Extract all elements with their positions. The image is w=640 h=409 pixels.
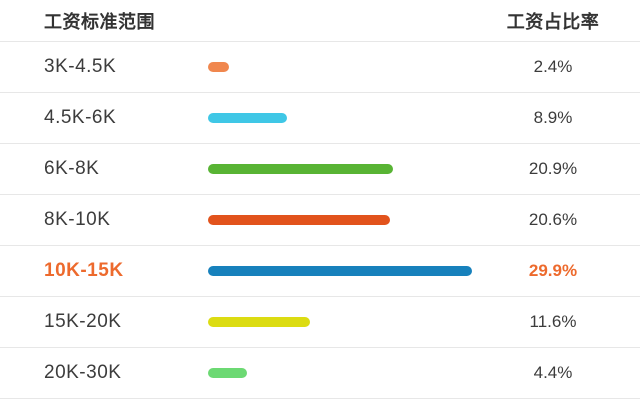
salary-range-label: 3K-4.5K [44, 56, 117, 77]
salary-range-label: 8K-10K [44, 209, 111, 230]
table-row: 20K-30K 4.4% [0, 348, 640, 399]
bar-track [208, 164, 494, 174]
column-header-percentage: 工资占比率 [506, 11, 600, 32]
salary-range-label: 20K-30K [44, 362, 122, 383]
percentage-value: 11.6% [529, 312, 577, 331]
table-row: 15K-20K 11.6% [0, 297, 640, 348]
bar-track [208, 215, 494, 225]
percentage-value: 29.9% [528, 261, 578, 280]
salary-range-label: 4.5K-6K [44, 107, 117, 128]
bar [208, 113, 287, 123]
bar [208, 62, 229, 72]
table-row: 6K-8K 20.9% [0, 144, 640, 195]
table-header: 工资标准范围 工资占比率 [0, 0, 640, 42]
bar-track [208, 368, 494, 378]
salary-range-label: 6K-8K [44, 158, 100, 179]
table-row: 4.5K-6K 8.9% [0, 93, 640, 144]
bar [208, 266, 472, 276]
bar [208, 215, 390, 225]
salary-range-label: 10K-15K [44, 260, 124, 281]
percentage-value: 4.4% [533, 363, 573, 382]
salary-range-label: 15K-20K [44, 311, 122, 332]
percentage-value: 8.9% [533, 108, 573, 127]
bar [208, 164, 393, 174]
bar [208, 317, 310, 327]
bar [208, 368, 247, 378]
table-row: 10K-15K 29.9% [0, 246, 640, 297]
percentage-value: 2.4% [533, 57, 573, 76]
bar-track [208, 317, 494, 327]
percentage-value: 20.9% [528, 159, 578, 178]
bar-track [208, 62, 494, 72]
table-row: 3K-4.5K 2.4% [0, 42, 640, 93]
percentage-value: 20.6% [528, 210, 578, 229]
bar-track [208, 113, 494, 123]
bar-track [208, 266, 494, 276]
column-header-salary-range: 工资标准范围 [44, 11, 155, 32]
table-row: 8K-10K 20.6% [0, 195, 640, 246]
table-body: 3K-4.5K 2.4% 4.5K-6K 8.9% 6K-8K 20.9% 8K… [0, 42, 640, 399]
